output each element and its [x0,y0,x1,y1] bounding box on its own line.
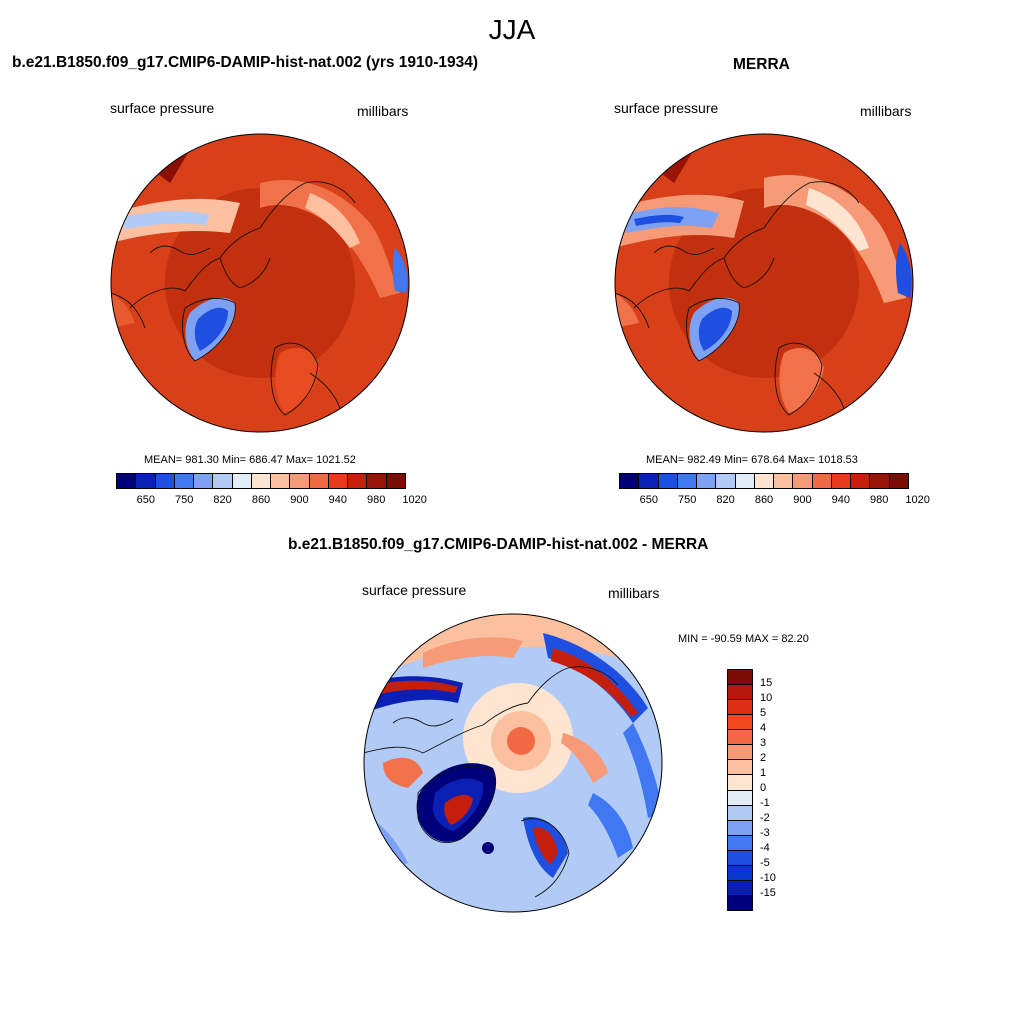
model-colorbar-tick-label: 650 [136,494,155,506]
diff-colorbar-swatch [728,895,752,910]
model-colorbar-swatch [290,474,310,488]
diff-panel-title: b.e21.B1850.f09_g17.CMIP6-DAMIP-hist-nat… [288,536,709,553]
obs-colorbar-swatch [870,474,890,488]
obs-colorbar-swatch [889,474,908,488]
obs-colorbar-tick-label: 940 [831,494,850,506]
diff-colorbar-swatch [728,760,752,776]
obs-variable-label: surface pressure [614,100,719,116]
obs-polar-map [614,133,914,433]
model-colorbar-swatch [328,474,349,488]
diff-colorbar-tick-label: 2 [760,752,767,764]
obs-colorbar-swatch [620,474,640,488]
model-units-label: millibars [357,103,409,119]
diff-colorbar-tick-label: 10 [760,692,773,704]
diff-colorbar-swatch [728,670,752,686]
obs-colorbar-tick-label: 650 [639,494,658,506]
obs-colorbar-swatch [735,474,755,488]
diff-colorbar-tick-label: -2 [760,812,770,824]
model-colorbar-swatch [367,474,387,488]
obs-colorbar [619,473,909,489]
diff-colorbar-swatch [728,775,752,791]
obs-colorbar-tick-label: 820 [716,494,735,506]
figure-title: JJA [488,14,536,45]
diff-colorbar-tick-label: 3 [760,737,767,749]
model-colorbar-tick-label: 900 [290,494,309,506]
obs-colorbar-swatch [831,474,852,488]
obs-colorbar-swatch [658,474,678,488]
obs-colorbar-tick-label: 1020 [905,494,930,506]
diff-colorbar-swatch [728,715,752,731]
diff-colorbar-swatch [728,850,752,866]
model-polar-map [110,133,410,433]
model-colorbar-swatch [117,474,137,488]
model-colorbar-swatch [213,474,233,488]
diff-colorbar-tick-label: 1 [760,767,767,779]
obs-panel-title: MERRA [733,56,790,73]
model-colorbar-swatch [271,474,291,488]
diff-colorbar-swatch [728,820,752,836]
diff-colorbar-swatch [728,790,752,806]
model-variable-label: surface pressure [110,100,215,116]
diff-colorbar-tick-label: -5 [760,857,770,869]
model-panel-title: b.e21.B1850.f09_g17.CMIP6-DAMIP-hist-nat… [12,54,479,71]
model-colorbar-tick-label: 820 [213,494,232,506]
model-colorbar-tick-label: 860 [251,494,271,506]
obs-colorbar-swatch [677,474,698,488]
diff-colorbar-swatch [728,880,752,896]
diff-colorbar [727,669,753,911]
diff-colorbar-tick-label: 4 [760,722,767,734]
diff-colorbar-swatch [728,745,752,761]
diff-colorbar-tick-label: -4 [760,842,770,854]
model-stats: MEAN= 981.30 Min= 686.47 Max= 1021.52 [144,454,356,466]
diff-colorbar-swatch [728,685,752,701]
obs-colorbar-swatch [793,474,813,488]
model-colorbar-tick-label: 750 [175,494,194,506]
model-colorbar-swatch [155,474,175,488]
obs-colorbar-swatch [851,474,871,488]
model-colorbar-swatch [232,474,252,488]
diff-polar-map [363,613,663,913]
obs-colorbar-swatch [754,474,775,488]
obs-colorbar-swatch [716,474,736,488]
model-colorbar-tick-label: 1020 [402,494,427,506]
obs-colorbar-swatch [697,474,717,488]
diff-colorbar-swatch [728,730,752,746]
obs-colorbar-tick-label: 860 [754,494,774,506]
model-colorbar-swatch [251,474,272,488]
obs-colorbar-swatch [639,474,659,488]
obs-colorbar-swatch [812,474,832,488]
diff-colorbar-tick-label: -15 [760,887,776,899]
model-colorbar [116,473,406,489]
model-colorbar-swatch [136,474,156,488]
diff-colorbar-tick-label: 0 [760,782,767,794]
model-colorbar-swatch [174,474,195,488]
diff-colorbar-swatch [728,835,752,851]
diff-colorbar-tick-label: -10 [760,872,776,884]
obs-units-label: millibars [860,103,912,119]
obs-colorbar-swatch [774,474,794,488]
diff-stats: MIN = -90.59 MAX = 82.20 [678,633,809,645]
obs-colorbar-tick-label: 900 [793,494,812,506]
model-colorbar-swatch [386,474,405,488]
diff-colorbar-tick-label: -1 [760,797,770,809]
diff-colorbar-tick-label: 5 [760,707,767,719]
obs-colorbar-tick-label: 980 [870,494,889,506]
diff-colorbar-tick-label: 15 [760,677,773,689]
model-colorbar-swatch [194,474,214,488]
model-colorbar-swatch [309,474,329,488]
obs-colorbar-tick-label: 750 [678,494,697,506]
diff-colorbar-swatch [728,700,752,716]
obs-stats: MEAN= 982.49 Min= 678.64 Max= 1018.53 [646,454,858,466]
diff-colorbar-swatch [728,805,752,821]
diff-variable-label: surface pressure [362,582,467,598]
model-colorbar-tick-label: 980 [367,494,386,506]
model-colorbar-tick-label: 940 [328,494,347,506]
model-colorbar-swatch [348,474,368,488]
diff-units-label: millibars [608,585,660,601]
diff-colorbar-tick-label: -3 [760,827,770,839]
diff-colorbar-swatch [728,865,752,881]
